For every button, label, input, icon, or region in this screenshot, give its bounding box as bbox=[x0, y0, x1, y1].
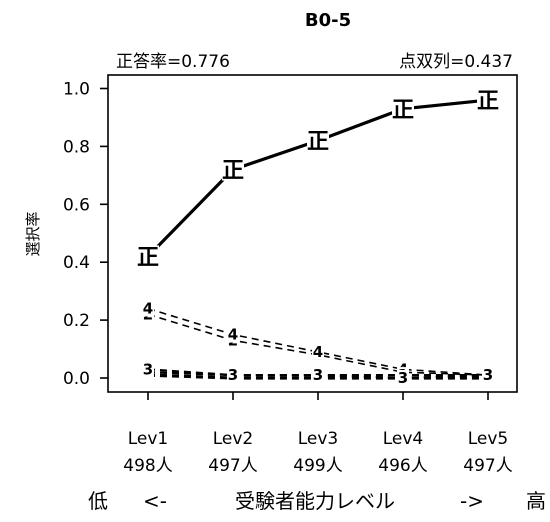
marker-bg bbox=[477, 89, 499, 112]
x-count-label: 499人 bbox=[293, 456, 342, 476]
chart-title: B0-5 bbox=[305, 10, 351, 31]
marker-bg bbox=[222, 158, 244, 181]
plot-frame bbox=[107, 74, 518, 393]
y-tick-label: 0.0 bbox=[63, 369, 90, 389]
x-tick-label: Lev2 bbox=[213, 429, 254, 449]
point-biserial-label: 点双列=0.437 bbox=[399, 52, 513, 72]
x-axis: Lev1 498人 Lev2 497人 Lev3 499人 Lev4 496人 Lev5 497人 bbox=[123, 392, 513, 476]
marker-bg bbox=[142, 361, 154, 378]
point-marker-4: 4 bbox=[143, 300, 153, 318]
footer-high: 高 bbox=[526, 489, 546, 513]
footer-right-arrow: -> bbox=[460, 489, 484, 513]
point-marker-正: 正 bbox=[222, 159, 244, 184]
footer-low: 低 bbox=[88, 489, 108, 513]
marker-bg bbox=[392, 97, 414, 120]
x-axis-footer: 低 <- 受験者能力レベル -> 高 bbox=[88, 489, 546, 513]
y-tick-label: 0.8 bbox=[63, 137, 90, 157]
point-marker-正: 正 bbox=[392, 98, 414, 123]
x-tick-label: Lev1 bbox=[128, 429, 169, 449]
x-tick-label: Lev3 bbox=[298, 429, 339, 449]
marker-bg bbox=[397, 370, 409, 386]
correct-rate-label: 正答率=0.776 bbox=[116, 52, 230, 72]
x-count-label: 497人 bbox=[208, 456, 257, 476]
marker-bg bbox=[227, 326, 239, 343]
series-layer: 正正正正正2222244444000001111133333 bbox=[137, 89, 499, 387]
point-marker-4: 4 bbox=[228, 326, 238, 344]
point-marker-3: 3 bbox=[483, 366, 493, 384]
series-line-正 bbox=[146, 98, 489, 258]
x-count-label: 497人 bbox=[463, 456, 512, 476]
marker-bg bbox=[137, 245, 159, 268]
footer-left-arrow: <- bbox=[143, 489, 167, 513]
marker-bg bbox=[307, 129, 329, 152]
point-marker-正: 正 bbox=[137, 245, 159, 270]
x-tick-label: Lev5 bbox=[468, 429, 509, 449]
series-line-4 bbox=[147, 307, 489, 376]
marker-bg bbox=[482, 367, 494, 384]
point-marker-3: 3 bbox=[143, 360, 153, 378]
marker-bg bbox=[227, 367, 239, 384]
point-marker-正: 正 bbox=[477, 89, 499, 114]
y-tick-label: 0.6 bbox=[63, 195, 90, 215]
x-count-label: 498人 bbox=[123, 456, 172, 476]
x-count-label: 496人 bbox=[378, 456, 427, 476]
series-markers: 正正正正正2222244444000001111133333 bbox=[137, 89, 499, 387]
marker-bg bbox=[312, 343, 324, 360]
marker-bg bbox=[312, 367, 324, 384]
point-marker-4: 4 bbox=[313, 343, 323, 361]
y-tick-label: 0.2 bbox=[63, 311, 90, 331]
footer-ability-level: 受験者能力レベル bbox=[235, 489, 395, 513]
marker-bg bbox=[142, 300, 154, 317]
point-marker-3: 3 bbox=[398, 369, 408, 387]
y-axis: 0.0 0.2 0.4 0.6 0.8 1.0 bbox=[63, 80, 108, 389]
y-tick-label: 0.4 bbox=[63, 253, 90, 273]
x-tick-label: Lev4 bbox=[383, 429, 424, 449]
point-marker-3: 3 bbox=[228, 366, 238, 384]
point-marker-正: 正 bbox=[307, 130, 329, 155]
series-line-2 bbox=[147, 313, 489, 376]
y-tick-label: 1.0 bbox=[63, 80, 90, 100]
point-marker-3: 3 bbox=[313, 366, 323, 384]
y-axis-label: 選択率 bbox=[24, 211, 42, 256]
